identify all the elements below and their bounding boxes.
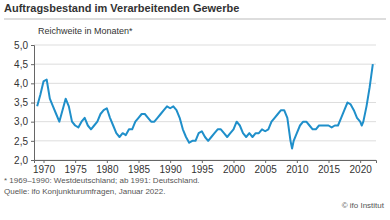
y-tick: 4,0 — [14, 78, 34, 89]
y-axis: 2,0 2,5 3,0 3,5 4,0 4,5 5,0 — [14, 40, 34, 166]
y-tick-mark — [31, 160, 34, 161]
x-tick-label: 2010 — [286, 164, 309, 175]
x-tick-mark — [139, 160, 140, 163]
series-line — [37, 64, 373, 148]
grid — [34, 45, 376, 160]
y-tick-label: 3,0 — [14, 116, 28, 127]
footnote: * 1969–1990: Westdeutschland; ab 1991: D… — [4, 176, 200, 185]
marks — [37, 64, 373, 148]
x-tick-mark — [297, 160, 298, 163]
x-tick: 1970 — [33, 160, 56, 175]
x-tick-mark — [75, 160, 76, 163]
y-tick: 2,5 — [14, 136, 34, 147]
y-tick-mark — [31, 103, 34, 104]
x-tick-mark — [202, 160, 203, 163]
x-tick-label: 1975 — [65, 164, 88, 175]
y-tick: 5,0 — [14, 40, 34, 51]
x-tick: 2005 — [255, 160, 278, 175]
x-tick-label: 1985 — [128, 164, 151, 175]
x-tick-mark — [234, 160, 235, 163]
y-tick-label: 3,5 — [14, 97, 28, 108]
y-tick: 3,0 — [14, 116, 34, 127]
y-tick-label: 2,5 — [14, 136, 28, 147]
grid-line — [34, 102, 376, 103]
x-tick: 1990 — [160, 160, 183, 175]
y-tick-mark — [31, 122, 34, 123]
x-axis-line — [35, 161, 377, 164]
x-tick-mark — [265, 160, 266, 163]
grid-line — [34, 45, 376, 46]
y-tick-mark — [31, 64, 34, 65]
x-tick-label: 1980 — [96, 164, 119, 175]
y-axis-line — [31, 46, 35, 161]
chart: Auftragsbestand im Verarbeitenden Gewerb… — [0, 0, 390, 220]
x-tick-mark — [329, 160, 330, 163]
x-tick-label: 2015 — [318, 164, 341, 175]
x-tick-label: 1970 — [33, 164, 56, 175]
y-tick-mark — [31, 141, 34, 142]
title: Auftragsbestand im Verarbeitenden Gewerb… — [4, 2, 239, 14]
x-tick: 1980 — [96, 160, 119, 175]
source: Quelle: ifo Konjunkturumfragen, Januar 2… — [4, 187, 165, 196]
x-tick-label: 1990 — [160, 164, 183, 175]
y-axis-title: Reichweite in Monaten* — [38, 26, 133, 36]
y-tick: 4,5 — [14, 59, 34, 70]
grid-line — [34, 140, 376, 141]
x-tick: 2020 — [350, 160, 373, 175]
y-tick-mark — [31, 83, 34, 84]
y-tick-mark — [31, 45, 34, 46]
x-tick-mark — [44, 160, 45, 163]
x-axis: 1970 1975 1980 1985 1990 1995 2000 2005 2010 2015… — [33, 160, 377, 175]
x-tick: 2010 — [286, 160, 309, 175]
y-tick: 3,5 — [14, 97, 34, 108]
x-tick-mark — [170, 160, 171, 163]
y-tick-label: 4,5 — [14, 59, 28, 70]
y-tick: 2,0 — [14, 155, 34, 166]
y-tick-label: 2,0 — [14, 155, 28, 166]
grid-line — [34, 64, 376, 65]
x-tick: 2000 — [223, 160, 246, 175]
grid-line — [34, 83, 376, 84]
x-tick: 2015 — [318, 160, 341, 175]
x-tick-mark — [360, 160, 361, 163]
credit: © ifo Institut — [342, 201, 385, 210]
x-tick: 1985 — [128, 160, 151, 175]
x-tick-label: 2005 — [255, 164, 278, 175]
y-tick-label: 5,0 — [14, 40, 28, 51]
y-tick-label: 4,0 — [14, 78, 28, 89]
x-tick: 1995 — [191, 160, 214, 175]
x-tick-mark — [107, 160, 108, 163]
plot: 2,0 2,5 3,0 3,5 4,0 4,5 5,0 1970 1975 1980 1985 199… — [14, 40, 376, 175]
x-tick-label: 1995 — [191, 164, 214, 175]
x-tick: 1975 — [65, 160, 88, 175]
x-tick-label: 2000 — [223, 164, 246, 175]
x-tick-label: 2020 — [350, 164, 373, 175]
title-rule — [4, 19, 386, 20]
